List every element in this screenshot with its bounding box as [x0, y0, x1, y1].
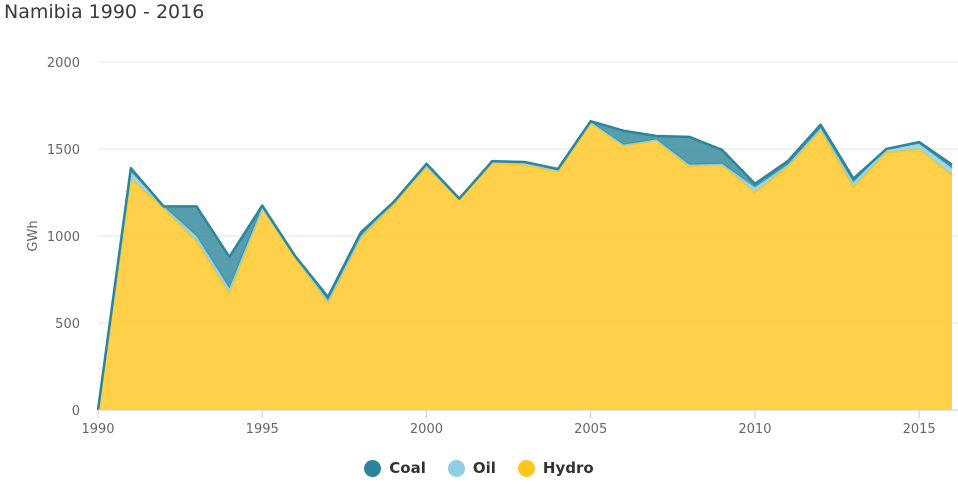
y-axis-label: GWh: [26, 220, 41, 251]
y-tick-label: 500: [55, 317, 80, 332]
area-chart: 0 500 1000 1500 2000 GWh 1990 1995 2000 2005 2010 2…: [26, 56, 958, 437]
legend-label-oil: Oil: [472, 459, 496, 477]
series-line-coal: [96, 119, 953, 411]
area-hydro: [98, 122, 952, 411]
legend-item-oil[interactable]: Oil: [447, 459, 496, 477]
y-tick-label: 0: [72, 404, 80, 419]
x-tick-label: 1990: [81, 422, 114, 437]
legend-swatch-coal: [364, 459, 382, 477]
legend-item-coal[interactable]: Coal: [364, 459, 426, 477]
x-tick-label: 2015: [903, 422, 936, 437]
legend: Coal Oil Hydro: [0, 459, 958, 477]
y-tick-label: 1500: [47, 143, 80, 158]
legend-swatch-oil: [447, 459, 465, 477]
legend-label-hydro: Hydro: [542, 459, 594, 477]
y-tick-label: 2000: [47, 56, 80, 71]
x-tick-label: 1995: [246, 422, 279, 437]
y-tick-label: 1000: [47, 230, 80, 245]
x-tick-label: 2005: [574, 422, 607, 437]
chart-title: Namibia 1990 - 2016: [4, 1, 205, 23]
x-tick-label: 2010: [738, 422, 771, 437]
legend-swatch-hydro: [517, 459, 535, 477]
x-tick-label: 2000: [410, 422, 443, 437]
legend-label-coal: Coal: [389, 459, 426, 477]
legend-item-hydro[interactable]: Hydro: [517, 459, 594, 477]
